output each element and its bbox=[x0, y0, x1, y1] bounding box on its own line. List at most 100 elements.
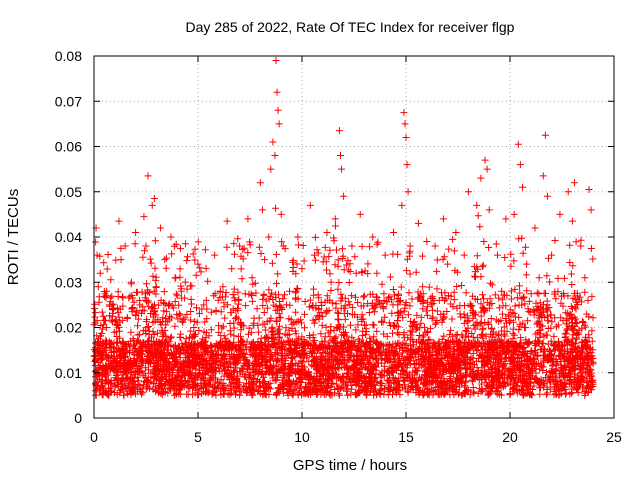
data-point bbox=[448, 364, 456, 372]
data-point bbox=[294, 233, 302, 241]
data-point bbox=[373, 269, 381, 277]
data-point bbox=[340, 192, 348, 200]
x-tick-label: 5 bbox=[194, 429, 202, 445]
data-point bbox=[381, 251, 389, 259]
data-point bbox=[473, 201, 481, 209]
data-point bbox=[319, 355, 327, 363]
data-point bbox=[186, 360, 194, 368]
data-point bbox=[146, 360, 154, 368]
data-point bbox=[531, 224, 539, 232]
data-point bbox=[570, 179, 578, 187]
data-point bbox=[401, 120, 409, 128]
data-point bbox=[113, 333, 121, 341]
data-point bbox=[127, 278, 135, 286]
data-point bbox=[494, 251, 502, 259]
data-point bbox=[348, 242, 356, 250]
data-point bbox=[119, 371, 127, 379]
data-point bbox=[541, 131, 549, 139]
data-point bbox=[105, 360, 113, 368]
data-point bbox=[93, 251, 101, 259]
data-point bbox=[356, 210, 364, 218]
data-point bbox=[518, 183, 526, 191]
data-point bbox=[439, 215, 447, 223]
data-point bbox=[485, 206, 493, 214]
x-axis-label: GPS time / hours bbox=[293, 457, 407, 474]
data-point bbox=[587, 206, 595, 214]
data-point bbox=[190, 324, 198, 331]
data-point bbox=[390, 228, 398, 236]
data-point bbox=[548, 251, 556, 259]
data-point bbox=[306, 201, 314, 209]
data-point bbox=[125, 362, 133, 370]
data-point bbox=[310, 251, 318, 259]
data-point bbox=[585, 185, 593, 193]
data-point bbox=[148, 201, 156, 209]
data-points bbox=[91, 57, 597, 393]
data-point bbox=[369, 233, 377, 241]
data-point bbox=[394, 301, 402, 309]
data-point bbox=[102, 324, 110, 331]
data-point bbox=[117, 256, 125, 264]
data-point bbox=[275, 120, 283, 128]
data-point bbox=[477, 174, 485, 182]
y-tick-label: 0.07 bbox=[55, 93, 82, 109]
x-tick-label: 20 bbox=[502, 429, 518, 445]
data-point bbox=[286, 287, 294, 295]
data-point bbox=[539, 172, 547, 180]
data-point bbox=[456, 310, 464, 318]
y-tick-label: 0.03 bbox=[55, 274, 82, 290]
data-point bbox=[159, 328, 167, 336]
data-point bbox=[298, 265, 306, 273]
data-point bbox=[535, 274, 543, 282]
data-point bbox=[115, 217, 123, 225]
data-point bbox=[560, 292, 568, 300]
data-point bbox=[130, 342, 138, 350]
x-tick-label: 10 bbox=[294, 429, 310, 445]
data-point bbox=[365, 360, 373, 368]
y-axis-tick-labels: 0 0.01 0.02 0.03 0.04 0.05 0.06 0.07 0.08 bbox=[55, 48, 82, 426]
data-point bbox=[516, 161, 524, 169]
data-point bbox=[169, 351, 177, 359]
data-point bbox=[231, 314, 239, 322]
data-point bbox=[523, 260, 531, 268]
data-point bbox=[460, 251, 468, 259]
data-point bbox=[573, 319, 581, 327]
data-point bbox=[198, 373, 206, 381]
data-point bbox=[173, 369, 181, 377]
data-point bbox=[215, 364, 223, 372]
data-point bbox=[142, 242, 150, 250]
y-tick-label: 0.01 bbox=[55, 365, 82, 381]
data-point bbox=[171, 274, 179, 282]
data-point bbox=[552, 342, 560, 350]
data-point bbox=[315, 305, 323, 313]
data-point bbox=[163, 376, 171, 384]
data-point bbox=[100, 346, 108, 354]
data-point bbox=[236, 242, 244, 250]
data-point bbox=[589, 360, 597, 368]
data-point bbox=[352, 364, 360, 372]
data-point bbox=[211, 251, 219, 259]
y-tick-label: 0.08 bbox=[55, 48, 82, 64]
data-point bbox=[136, 301, 144, 309]
data-point bbox=[398, 201, 406, 209]
data-point bbox=[360, 292, 368, 300]
grid bbox=[94, 56, 614, 418]
data-point bbox=[483, 165, 491, 173]
data-point bbox=[527, 355, 535, 363]
y-tick-label: 0.05 bbox=[55, 184, 82, 200]
data-point bbox=[157, 224, 165, 232]
data-point bbox=[132, 228, 140, 236]
data-point bbox=[107, 380, 115, 388]
data-point bbox=[98, 378, 106, 386]
data-point bbox=[385, 346, 393, 354]
x-tick-label: 25 bbox=[606, 429, 622, 445]
data-point bbox=[327, 278, 335, 286]
data-point bbox=[223, 217, 231, 225]
data-point bbox=[154, 366, 162, 374]
data-point bbox=[502, 215, 510, 223]
data-point bbox=[121, 242, 129, 250]
data-point bbox=[265, 233, 273, 241]
data-point bbox=[219, 283, 227, 291]
data-point bbox=[134, 373, 142, 381]
